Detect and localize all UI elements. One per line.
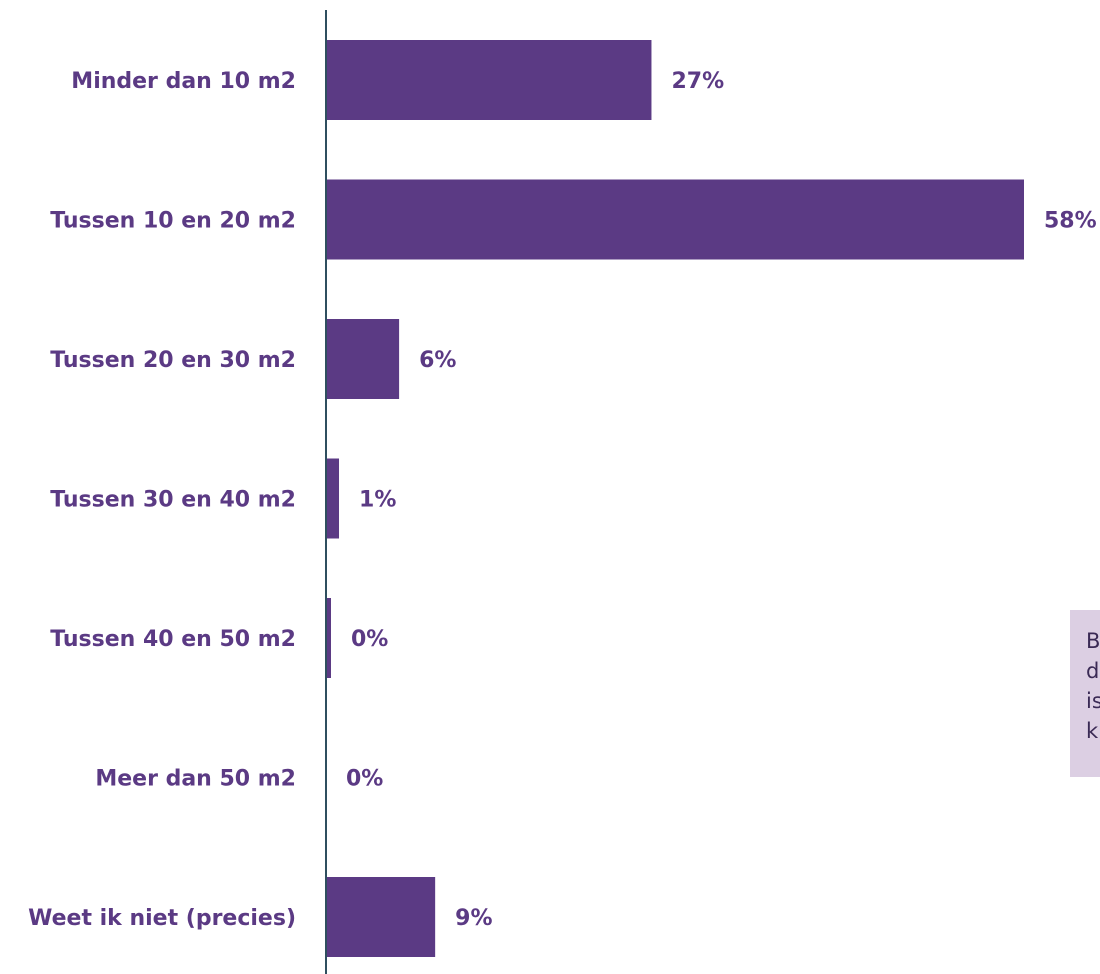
value-label: 0% (351, 627, 388, 652)
category-label: Tussen 40 en 50 m2 (50, 627, 296, 652)
bar (327, 598, 331, 678)
category-label: Meer dan 50 m2 (95, 767, 296, 792)
note-line: k (1086, 719, 1099, 743)
bar (327, 458, 340, 539)
value-label: 58% (1044, 209, 1097, 234)
category-label: Weet ik niet (precies) (28, 906, 296, 931)
note-background (1070, 610, 1100, 777)
value-label: 27% (671, 69, 724, 94)
value-label: 0% (346, 767, 383, 792)
category-label: Tussen 20 en 30 m2 (50, 348, 296, 373)
note-line: B (1086, 629, 1100, 653)
category-label: Minder dan 10 m2 (71, 69, 296, 94)
category-label: Tussen 30 en 40 m2 (50, 488, 296, 513)
bar (327, 877, 436, 957)
note-line: d (1086, 659, 1099, 683)
bar (327, 40, 652, 120)
value-label: 9% (455, 906, 492, 931)
category-labels: Minder dan 10 m2 Tussen 10 en 20 m2 Tussen… (28, 69, 296, 931)
value-labels: 27% 58% 6% 1% 0% 0% 9% (346, 69, 1097, 931)
note-box: Bd is k (1070, 610, 1100, 777)
category-label: Tussen 10 en 20 m2 (50, 209, 296, 234)
note-line: is (1086, 689, 1100, 713)
bars-group (327, 40, 1024, 957)
value-label: 1% (359, 488, 396, 513)
bar (327, 179, 1024, 260)
bar (327, 319, 400, 399)
value-label: 6% (419, 348, 456, 373)
